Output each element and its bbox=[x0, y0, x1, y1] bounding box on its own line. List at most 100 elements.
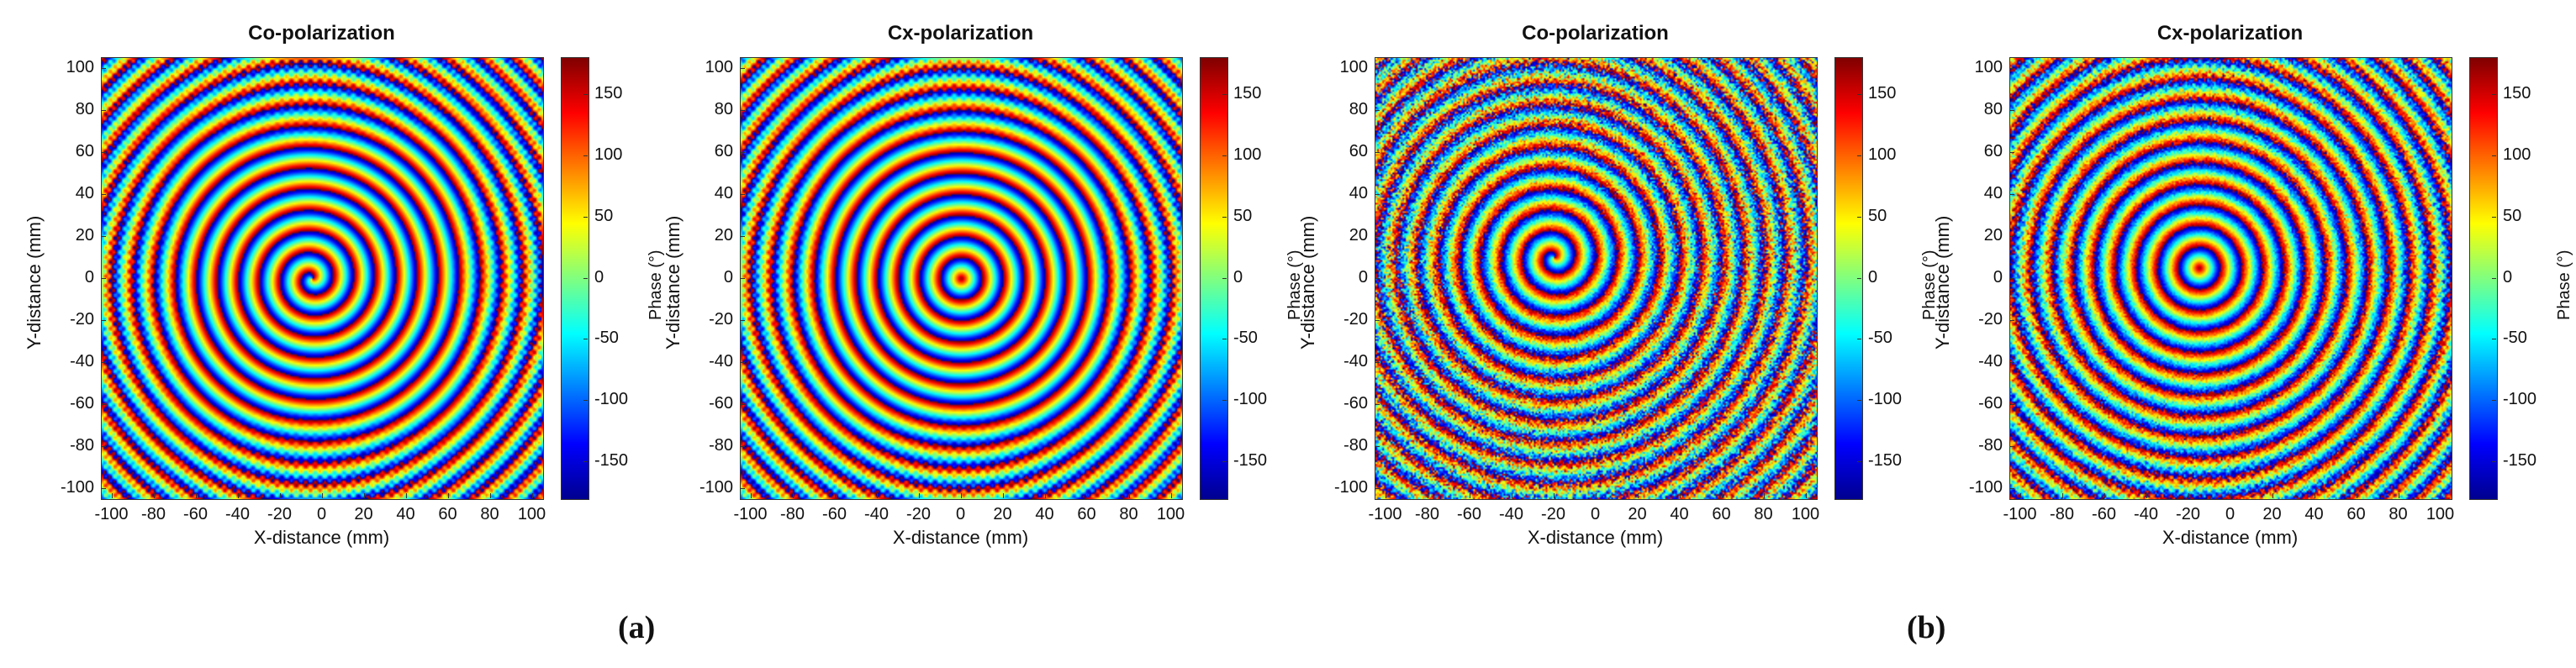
x-tick-mark bbox=[960, 493, 962, 498]
y-tick-label: 20 bbox=[714, 225, 733, 245]
x-tick-mark bbox=[2188, 493, 2189, 498]
x-tick-label: -60 bbox=[2092, 505, 2116, 523]
x-tick-mark bbox=[153, 493, 155, 498]
x-tick-mark bbox=[1170, 493, 1172, 498]
colorbar-tick-mark bbox=[1222, 277, 1227, 279]
x-axis-label: X-distance (mm) bbox=[1527, 527, 1664, 548]
x-tick-label: -40 bbox=[2134, 505, 2158, 523]
y-tick-mark bbox=[1375, 487, 1380, 489]
y-tick-mark bbox=[1375, 67, 1380, 69]
x-tick-mark bbox=[1044, 493, 1046, 498]
y-tick-label: 80 bbox=[1983, 99, 2003, 118]
y-tick-label: -100 bbox=[1968, 477, 2003, 497]
x-tick-label: 20 bbox=[354, 505, 373, 523]
x-tick-label: -100 bbox=[1368, 505, 1402, 523]
colorbar-tick-mark bbox=[1222, 93, 1227, 95]
x-tick-mark bbox=[1086, 493, 1088, 498]
x-tick-label: 0 bbox=[1590, 505, 1601, 523]
chart-title: Cx-polarization bbox=[887, 22, 1034, 45]
x-tick-label: -80 bbox=[1415, 505, 1439, 523]
x-tick-mark bbox=[918, 493, 920, 498]
colorbar-tick-label: -50 bbox=[1233, 329, 1258, 348]
x-tick-mark bbox=[1637, 493, 1639, 498]
x-tick-label: -20 bbox=[1541, 505, 1565, 523]
x-tick-mark bbox=[2272, 493, 2273, 498]
x-tick-label: 20 bbox=[1628, 505, 1647, 523]
y-tick-mark bbox=[1375, 235, 1380, 237]
colorbar-tick-label: -100 bbox=[2503, 390, 2537, 409]
colorbar-tick-label: 50 bbox=[594, 206, 614, 225]
x-tick-mark bbox=[876, 493, 878, 498]
y-tick-label: -20 bbox=[1343, 309, 1368, 329]
y-tick-label: 20 bbox=[75, 225, 94, 245]
y-tick-label: -60 bbox=[709, 393, 733, 413]
colorbar-tick-mark bbox=[1857, 400, 1861, 402]
x-tick-label: -100 bbox=[733, 505, 768, 523]
y-tick-label: 100 bbox=[1974, 57, 2003, 76]
x-tick-label: 0 bbox=[2225, 505, 2236, 523]
colorbar-tick-label: -50 bbox=[1868, 329, 1892, 348]
y-tick-mark bbox=[101, 319, 106, 321]
colorbar-tick-label: -50 bbox=[594, 329, 619, 348]
y-tick-label: -20 bbox=[709, 309, 733, 329]
y-tick-mark bbox=[740, 445, 745, 447]
colorbar-tick-label: -150 bbox=[1868, 451, 1903, 471]
y-tick-mark bbox=[101, 445, 106, 447]
colorbar-tick-label: -150 bbox=[1233, 451, 1268, 471]
y-tick-mark bbox=[2009, 235, 2014, 237]
x-tick-label: 60 bbox=[2346, 505, 2366, 523]
colorbar-tick-mark bbox=[1857, 277, 1861, 279]
colorbar-tick-label: 100 bbox=[1868, 145, 1897, 164]
y-tick-label: 100 bbox=[705, 57, 733, 76]
x-tick-mark bbox=[363, 493, 365, 498]
y-tick-label: 0 bbox=[1358, 267, 1368, 287]
x-tick-mark bbox=[1128, 493, 1130, 498]
y-axis-label: Y-distance (mm) bbox=[24, 215, 45, 350]
x-tick-mark bbox=[531, 493, 533, 498]
y-tick-label: -60 bbox=[70, 393, 94, 413]
colorbar-tick-mark bbox=[583, 461, 588, 463]
colorbar-tick-label: -100 bbox=[594, 390, 629, 409]
y-tick-label: 0 bbox=[723, 267, 733, 287]
y-tick-label: 40 bbox=[1349, 183, 1368, 203]
x-axis-label: X-distance (mm) bbox=[253, 527, 390, 548]
y-tick-mark bbox=[740, 151, 745, 153]
x-tick-label: -20 bbox=[2176, 505, 2200, 523]
y-tick-mark bbox=[2009, 403, 2014, 405]
y-tick-mark bbox=[101, 235, 106, 237]
colorbar-tick-label: 50 bbox=[1868, 206, 1887, 225]
x-tick-label: 20 bbox=[993, 505, 1012, 523]
y-tick-label: -60 bbox=[1978, 393, 2003, 413]
y-tick-label: -20 bbox=[1978, 309, 2003, 329]
x-tick-mark bbox=[2230, 493, 2231, 498]
colorbar bbox=[561, 57, 589, 500]
y-tick-mark bbox=[2009, 445, 2014, 447]
y-tick-mark bbox=[2009, 361, 2014, 363]
y-tick-label: 40 bbox=[1983, 183, 2003, 203]
x-tick-mark bbox=[2104, 493, 2105, 498]
y-tick-label: 80 bbox=[714, 99, 733, 118]
colorbar-tick-label: -150 bbox=[594, 451, 629, 471]
y-tick-label: 80 bbox=[75, 99, 94, 118]
phase-map-image bbox=[1375, 58, 1817, 499]
x-tick-mark bbox=[1679, 493, 1681, 498]
x-tick-label: 80 bbox=[1754, 505, 1773, 523]
x-tick-label: -20 bbox=[267, 505, 292, 523]
x-tick-label: -80 bbox=[141, 505, 166, 523]
x-tick-label: -100 bbox=[2003, 505, 2037, 523]
caption-a: (a) bbox=[618, 610, 656, 645]
x-axis-label: X-distance (mm) bbox=[2162, 527, 2299, 548]
colorbar-tick-mark bbox=[583, 155, 588, 156]
colorbar-tick-mark bbox=[1222, 400, 1227, 402]
x-tick-label: 100 bbox=[2426, 505, 2455, 523]
x-tick-label: -60 bbox=[183, 505, 208, 523]
x-tick-mark bbox=[2146, 493, 2147, 498]
y-tick-mark bbox=[1375, 403, 1380, 405]
y-tick-label: 20 bbox=[1983, 225, 2003, 245]
y-tick-label: 0 bbox=[84, 267, 94, 287]
phase-map bbox=[2009, 57, 2452, 500]
x-tick-mark bbox=[1721, 493, 1723, 498]
colorbar-tick-mark bbox=[1857, 461, 1861, 463]
colorbar-tick-label: 100 bbox=[594, 145, 623, 164]
